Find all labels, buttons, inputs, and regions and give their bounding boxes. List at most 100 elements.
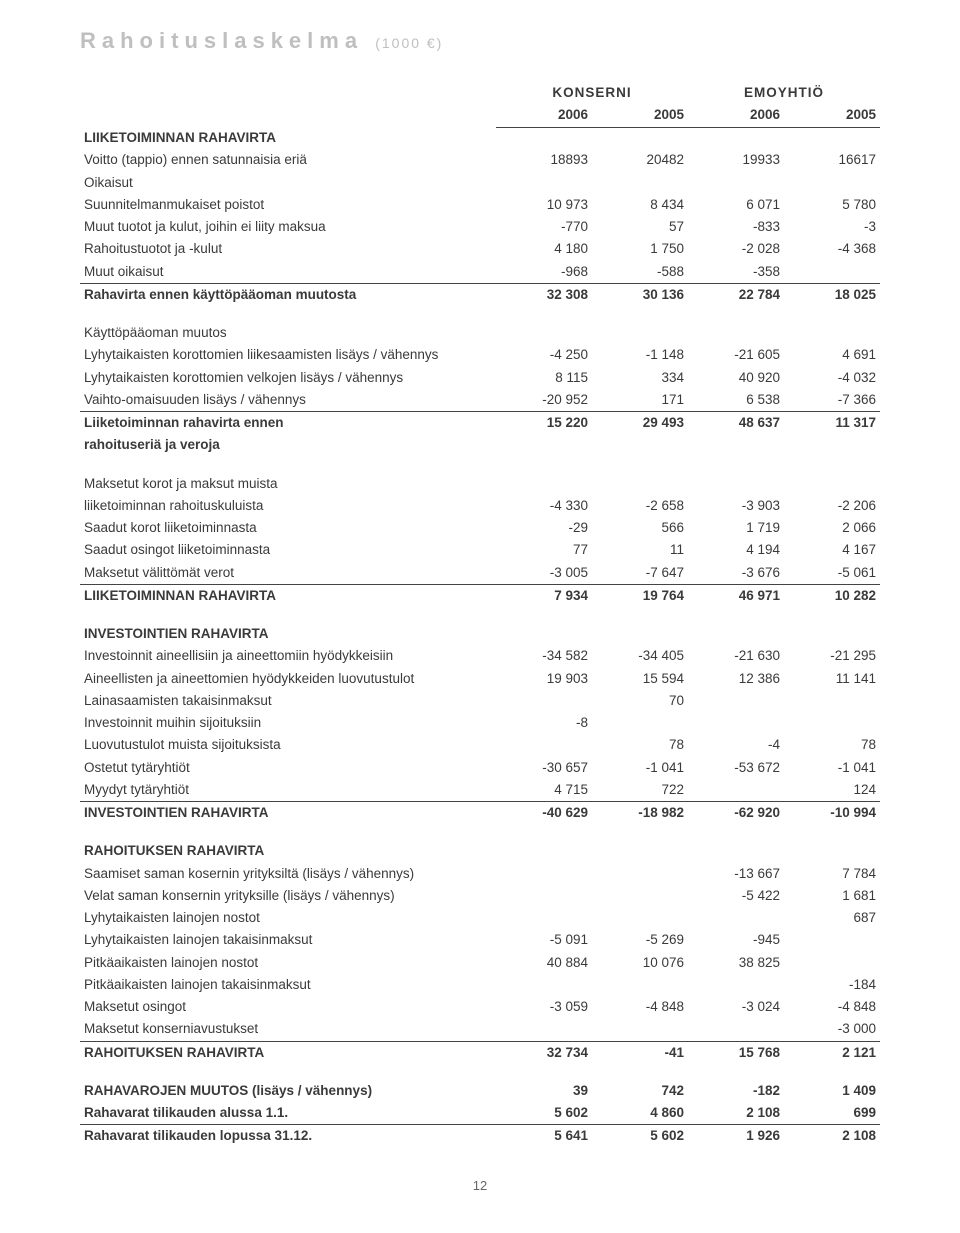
table-row: Rahoitustuotot ja -kulut4 1801 750-2 028… <box>80 238 880 260</box>
cell-value: 19 764 <box>592 584 688 607</box>
cell-value <box>688 473 784 495</box>
cell-value: -3 000 <box>784 1018 880 1041</box>
cell-value <box>784 690 880 712</box>
row-label: liiketoiminnan rahoituskuluista <box>80 495 496 517</box>
cell-value: -62 920 <box>688 802 784 825</box>
row-label: Rahavirta ennen käyttöpääoman muutosta <box>80 283 496 306</box>
cell-value <box>688 779 784 802</box>
cell-value: 722 <box>592 779 688 802</box>
cell-value: -2 028 <box>688 238 784 260</box>
cell-value <box>688 974 784 996</box>
title-units: (1000 €) <box>375 35 443 51</box>
cell-value <box>688 840 784 862</box>
cell-value <box>496 863 592 885</box>
cell-value: 8 434 <box>592 194 688 216</box>
cell-value: 11 141 <box>784 668 880 690</box>
row-label: Lyhytaikaisten korottomien velkojen lisä… <box>80 367 496 389</box>
cell-value: 1 719 <box>688 517 784 539</box>
cell-value <box>592 974 688 996</box>
cell-value: 32 734 <box>496 1041 592 1064</box>
table-row: Velat saman konsernin yrityksille (lisäy… <box>80 885 880 907</box>
cell-value: 40 920 <box>688 367 784 389</box>
table-row <box>80 824 880 840</box>
cell-value: -5 269 <box>592 929 688 951</box>
cell-value <box>784 929 880 951</box>
cell-value: 20482 <box>592 149 688 171</box>
row-label: Investoinnit aineellisiin ja aineettomii… <box>80 645 496 667</box>
row-label: Lyhytaikaisten korottomien liikesaamiste… <box>80 344 496 366</box>
cash-flow-statement-page: Rahoituslaskelma (1000 €) KONSERNI EMOYH… <box>0 0 960 1233</box>
cell-value: 15 768 <box>688 1041 784 1064</box>
cell-value: 39 <box>496 1080 592 1102</box>
table-row: Investoinnit aineellisiin ja aineettomii… <box>80 645 880 667</box>
table-row: Voitto (tappio) ennen satunnaisia eriä18… <box>80 149 880 171</box>
table-row: Aineellisten ja aineettomien hyödykkeide… <box>80 668 880 690</box>
table-row <box>80 607 880 623</box>
cell-value <box>592 863 688 885</box>
cell-value: 171 <box>592 389 688 412</box>
table-row: Lyhytaikaisten korottomien liikesaamiste… <box>80 344 880 366</box>
cell-value: 8 115 <box>496 367 592 389</box>
cell-value: 1 750 <box>592 238 688 260</box>
cell-value: -7 647 <box>592 562 688 585</box>
cell-value: -18 982 <box>592 802 688 825</box>
table-row: Pitkäaikaisten lainojen nostot40 88410 0… <box>80 952 880 974</box>
cell-value <box>688 712 784 734</box>
cell-value <box>496 734 592 756</box>
cell-value: 7 784 <box>784 863 880 885</box>
cell-value: -4 848 <box>592 996 688 1018</box>
cell-value: 4 715 <box>496 779 592 802</box>
cell-value: -1 148 <box>592 344 688 366</box>
cell-value: 5 602 <box>592 1125 688 1148</box>
cell-value: -3 676 <box>688 562 784 585</box>
cell-value: -41 <box>592 1041 688 1064</box>
cell-value: 2 108 <box>784 1125 880 1148</box>
row-label: Käyttöpääoman muutos <box>80 322 496 344</box>
table-row: INVESTOINTIEN RAHAVIRTA <box>80 623 880 645</box>
cell-value: -588 <box>592 261 688 284</box>
table-row: liiketoiminnan rahoituskuluista-4 330-2 … <box>80 495 880 517</box>
title-text: Rahoituslaskelma <box>80 28 363 53</box>
cell-value: -5 422 <box>688 885 784 907</box>
cell-value: 566 <box>592 517 688 539</box>
table-row: rahoituseriä ja veroja <box>80 434 880 456</box>
cell-value: 30 136 <box>592 283 688 306</box>
cell-value: -4 <box>688 734 784 756</box>
table-row: LIIKETOIMINNAN RAHAVIRTA <box>80 127 880 149</box>
row-label: rahoituseriä ja veroja <box>80 434 496 456</box>
cell-value: -3 903 <box>688 495 784 517</box>
cell-value <box>592 127 688 149</box>
table-row: Investoinnit muihin sijoituksiin-8 <box>80 712 880 734</box>
cell-value: -8 <box>496 712 592 734</box>
table-row: Maksetut osingot-3 059-4 848-3 024-4 848 <box>80 996 880 1018</box>
cell-value: -30 657 <box>496 757 592 779</box>
row-label: Maksetut konserniavustukset <box>80 1018 496 1041</box>
row-label: Maksetut osingot <box>80 996 496 1018</box>
table-row: Muut oikaisut-968-588-358 <box>80 261 880 284</box>
cell-value <box>784 712 880 734</box>
cash-flow-table: KONSERNI EMOYHTIÖ 2006 2005 2006 2005 LI… <box>80 82 880 1148</box>
cell-value: -770 <box>496 216 592 238</box>
cell-value: 18 025 <box>784 283 880 306</box>
cell-value: -182 <box>688 1080 784 1102</box>
cell-value: -4 330 <box>496 495 592 517</box>
cell-value <box>592 907 688 929</box>
year-k2: 2005 <box>592 104 688 127</box>
header-emo: EMOYHTIÖ <box>688 82 880 104</box>
cell-value: 18893 <box>496 149 592 171</box>
table-row: Ostetut tytäryhtiöt-30 657-1 041-53 672-… <box>80 757 880 779</box>
cell-value: -20 952 <box>496 389 592 412</box>
cell-value <box>688 434 784 456</box>
cell-value: -21 630 <box>688 645 784 667</box>
table-row: Suunnitelmanmukaiset poistot10 9738 4346… <box>80 194 880 216</box>
cell-value <box>688 907 784 929</box>
cell-value <box>496 885 592 907</box>
row-label: Saadut osingot liiketoiminnasta <box>80 539 496 561</box>
cell-value: -5 061 <box>784 562 880 585</box>
cell-value: 15 594 <box>592 668 688 690</box>
cell-value: -5 091 <box>496 929 592 951</box>
table-row <box>80 457 880 473</box>
row-label: Lainasaamisten takaisinmaksut <box>80 690 496 712</box>
cell-value: 10 973 <box>496 194 592 216</box>
cell-value: 48 637 <box>688 412 784 435</box>
